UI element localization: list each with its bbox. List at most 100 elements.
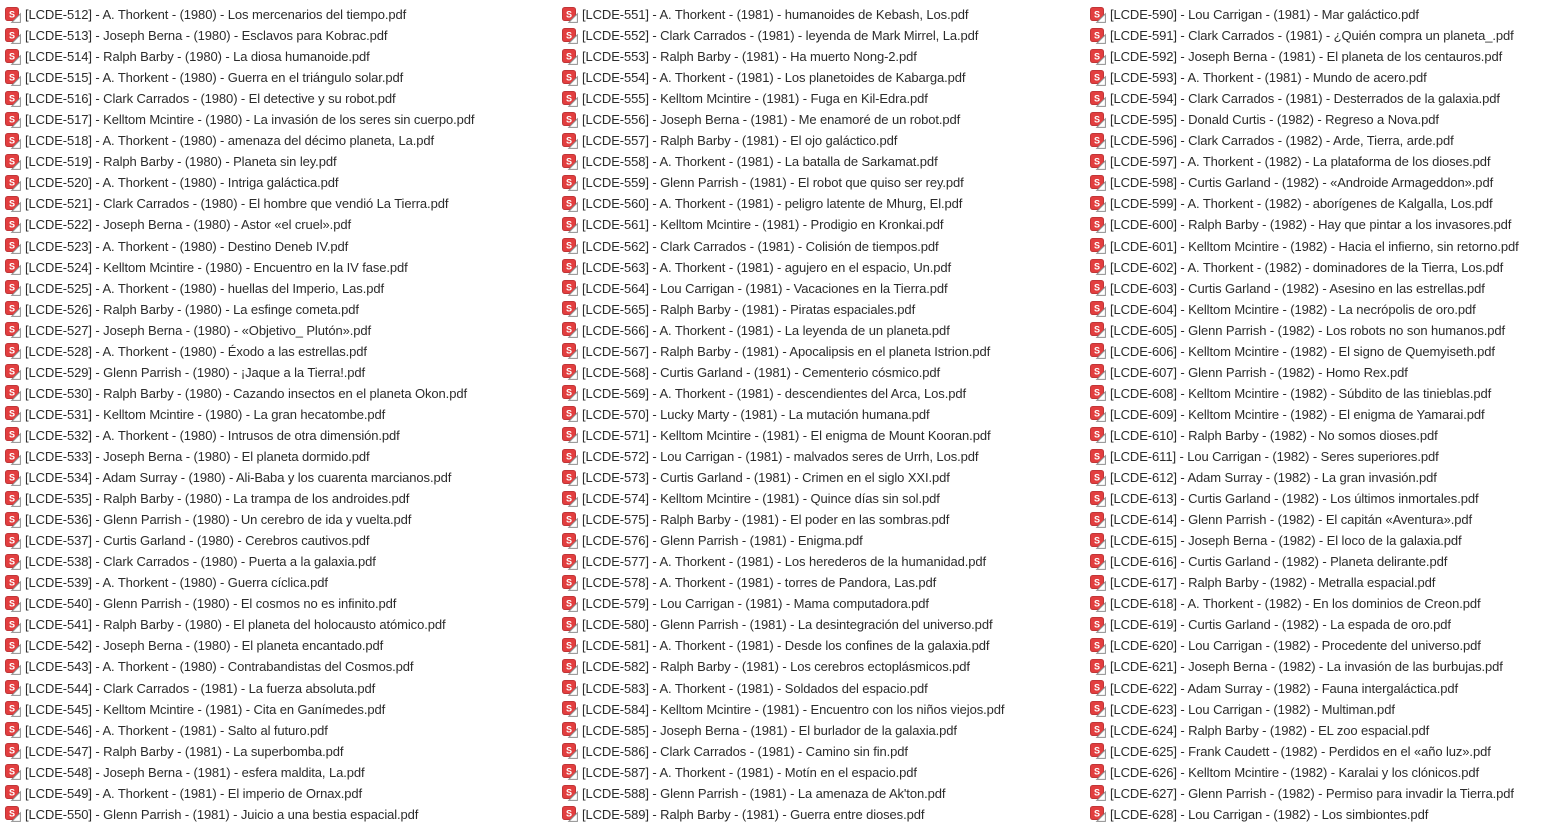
file-item[interactable]: S [LCDE-564] - Lou Carrigan - (1981) - V… — [562, 278, 1004, 299]
file-item[interactable]: S [LCDE-558] - A. Thorkent - (1981) - La… — [562, 151, 1004, 172]
file-item[interactable]: S [LCDE-566] - A. Thorkent - (1981) - La… — [562, 320, 1004, 341]
file-item[interactable]: S [LCDE-563] - A. Thorkent - (1981) - ag… — [562, 257, 1004, 278]
file-item[interactable]: S [LCDE-584] - Kelltom Mcintire - (1981)… — [562, 699, 1005, 720]
file-item[interactable]: S [LCDE-606] - Kelltom Mcintire - (1982)… — [1090, 341, 1519, 362]
file-item[interactable]: S [LCDE-618] - A. Thorkent - (1982) - En… — [1090, 593, 1519, 614]
file-item[interactable]: S [LCDE-526] - Ralph Barby - (1980) - La… — [5, 299, 474, 320]
file-item[interactable]: S [LCDE-565] - Ralph Barby - (1981) - Pi… — [562, 299, 1004, 320]
file-item[interactable]: S [LCDE-514] - Ralph Barby - (1980) - La… — [5, 46, 474, 67]
file-item[interactable]: S [LCDE-623] - Lou Carrigan - (1982) - M… — [1090, 699, 1519, 720]
file-item[interactable]: S [LCDE-535] - Ralph Barby - (1980) - La… — [5, 488, 474, 509]
file-item[interactable]: S [LCDE-557] - Ralph Barby - (1981) - El… — [562, 130, 1004, 151]
file-item[interactable]: S [LCDE-560] - A. Thorkent - (1981) - pe… — [562, 193, 1004, 214]
file-item[interactable]: S [LCDE-608] - Kelltom Mcintire - (1982)… — [1090, 383, 1519, 404]
file-item[interactable]: S [LCDE-550] - Glenn Parrish - (1981) - … — [5, 804, 474, 825]
file-item[interactable]: S [LCDE-512] - A. Thorkent - (1980) - Lo… — [5, 4, 474, 25]
file-item[interactable]: S [LCDE-597] - A. Thorkent - (1982) - La… — [1090, 151, 1519, 172]
file-item[interactable]: S [LCDE-559] - Glenn Parrish - (1981) - … — [562, 172, 1004, 193]
file-item[interactable]: S [LCDE-523] - A. Thorkent - (1980) - De… — [5, 236, 474, 257]
file-item[interactable]: S [LCDE-548] - Joseph Berna - (1981) - e… — [5, 762, 474, 783]
file-item[interactable]: S [LCDE-531] - Kelltom Mcintire - (1980)… — [5, 404, 474, 425]
file-item[interactable]: S [LCDE-555] - Kelltom Mcintire - (1981)… — [562, 88, 1004, 109]
file-item[interactable]: S [LCDE-593] - A. Thorkent - (1981) - Mu… — [1090, 67, 1519, 88]
file-item[interactable]: S [LCDE-627] - Glenn Parrish - (1982) - … — [1090, 783, 1519, 804]
file-item[interactable]: S [LCDE-544] - Clark Carrados - (1981) -… — [5, 678, 474, 699]
file-item[interactable]: S [LCDE-626] - Kelltom Mcintire - (1982)… — [1090, 762, 1519, 783]
file-item[interactable]: S [LCDE-554] - A. Thorkent - (1981) - Lo… — [562, 67, 1004, 88]
file-item[interactable]: S [LCDE-586] - Clark Carrados - (1981) -… — [562, 741, 1004, 762]
file-item[interactable]: S [LCDE-588] - Glenn Parrish - (1981) - … — [562, 783, 1004, 804]
file-item[interactable]: S [LCDE-587] - A. Thorkent - (1981) - Mo… — [562, 762, 1004, 783]
file-item[interactable]: S [LCDE-543] - A. Thorkent - (1980) - Co… — [5, 656, 474, 677]
file-item[interactable]: S [LCDE-546] - A. Thorkent - (1981) - Sa… — [5, 720, 474, 741]
file-item[interactable]: S [LCDE-607] - Glenn Parrish - (1982) - … — [1090, 362, 1519, 383]
file-item[interactable]: S [LCDE-533] - Joseph Berna - (1980) - E… — [5, 446, 474, 467]
file-item[interactable]: S [LCDE-528] - A. Thorkent - (1980) - Éx… — [5, 341, 474, 362]
file-item[interactable]: S [LCDE-545] - Kelltom Mcintire - (1981)… — [5, 699, 474, 720]
file-item[interactable]: S [LCDE-537] - Curtis Garland - (1980) -… — [5, 530, 474, 551]
file-item[interactable]: S [LCDE-525] - A. Thorkent - (1980) - hu… — [5, 278, 474, 299]
file-item[interactable]: S [LCDE-617] - Ralph Barby - (1982) - Me… — [1090, 572, 1519, 593]
file-item[interactable]: S [LCDE-549] - A. Thorkent - (1981) - El… — [5, 783, 474, 804]
file-item[interactable]: S [LCDE-547] - Ralph Barby - (1981) - La… — [5, 741, 474, 762]
file-item[interactable]: S [LCDE-610] - Ralph Barby - (1982) - No… — [1090, 425, 1519, 446]
file-item[interactable]: S [LCDE-539] - A. Thorkent - (1980) - Gu… — [5, 572, 474, 593]
file-item[interactable]: S [LCDE-527] - Joseph Berna - (1980) - «… — [5, 320, 474, 341]
file-item[interactable]: S [LCDE-530] - Ralph Barby - (1980) - Ca… — [5, 383, 474, 404]
file-item[interactable]: S [LCDE-576] - Glenn Parrish - (1981) - … — [562, 530, 1004, 551]
file-item[interactable]: S [LCDE-536] - Glenn Parrish - (1980) - … — [5, 509, 474, 530]
file-item[interactable]: S [LCDE-612] - Adam Surray - (1982) - La… — [1090, 467, 1519, 488]
file-item[interactable]: S [LCDE-567] - Ralph Barby - (1981) - Ap… — [562, 341, 1004, 362]
file-item[interactable]: S [LCDE-589] - Ralph Barby - (1981) - Gu… — [562, 804, 1004, 825]
file-item[interactable]: S [LCDE-603] - Curtis Garland - (1982) -… — [1090, 278, 1519, 299]
file-item[interactable]: S [LCDE-602] - A. Thorkent - (1982) - do… — [1090, 257, 1519, 278]
file-item[interactable]: S [LCDE-561] - Kelltom Mcintire - (1981)… — [562, 214, 1004, 235]
file-item[interactable]: S [LCDE-573] - Curtis Garland - (1981) -… — [562, 467, 1004, 488]
file-item[interactable]: S [LCDE-577] - A. Thorkent - (1981) - Lo… — [562, 551, 1004, 572]
file-item[interactable]: S [LCDE-581] - A. Thorkent - (1981) - De… — [562, 635, 1004, 656]
file-item[interactable]: S [LCDE-542] - Joseph Berna - (1980) - E… — [5, 635, 474, 656]
file-item[interactable]: S [LCDE-624] - Ralph Barby - (1982) - EL… — [1090, 720, 1519, 741]
file-item[interactable]: S [LCDE-613] - Curtis Garland - (1982) -… — [1090, 488, 1519, 509]
file-item[interactable]: S [LCDE-570] - Lucky Marty - (1981) - La… — [562, 404, 1004, 425]
file-item[interactable]: S [LCDE-621] - Joseph Berna - (1982) - L… — [1090, 656, 1519, 677]
file-item[interactable]: S [LCDE-604] - Kelltom Mcintire - (1982)… — [1090, 299, 1519, 320]
file-item[interactable]: S [LCDE-569] - A. Thorkent - (1981) - de… — [562, 383, 1004, 404]
file-item[interactable]: S [LCDE-562] - Clark Carrados - (1981) -… — [562, 236, 1004, 257]
file-item[interactable]: S [LCDE-522] - Joseph Berna - (1980) - A… — [5, 214, 474, 235]
file-item[interactable]: S [LCDE-568] - Curtis Garland - (1981) -… — [562, 362, 1004, 383]
file-item[interactable]: S [LCDE-600] - Ralph Barby - (1982) - Ha… — [1090, 214, 1519, 235]
file-item[interactable]: S [LCDE-622] - Adam Surray - (1982) - Fa… — [1090, 678, 1519, 699]
file-item[interactable]: S [LCDE-572] - Lou Carrigan - (1981) - m… — [562, 446, 1004, 467]
file-item[interactable]: S [LCDE-541] - Ralph Barby - (1980) - El… — [5, 614, 474, 635]
file-item[interactable]: S [LCDE-611] - Lou Carrigan - (1982) - S… — [1090, 446, 1519, 467]
file-item[interactable]: S [LCDE-616] - Curtis Garland - (1982) -… — [1090, 551, 1519, 572]
file-item[interactable]: S [LCDE-590] - Lou Carrigan - (1981) - M… — [1090, 4, 1519, 25]
file-item[interactable]: S [LCDE-614] - Glenn Parrish - (1982) - … — [1090, 509, 1519, 530]
file-item[interactable]: S [LCDE-521] - Clark Carrados - (1980) -… — [5, 193, 474, 214]
file-item[interactable]: S [LCDE-538] - Clark Carrados - (1980) -… — [5, 551, 474, 572]
file-item[interactable]: S [LCDE-605] - Glenn Parrish - (1982) - … — [1090, 320, 1519, 341]
file-item[interactable]: S [LCDE-519] - Ralph Barby - (1980) - Pl… — [5, 151, 474, 172]
file-item[interactable]: S [LCDE-594] - Clark Carrados - (1981) -… — [1090, 88, 1519, 109]
file-item[interactable]: S [LCDE-556] - Joseph Berna - (1981) - M… — [562, 109, 1004, 130]
file-item[interactable]: S [LCDE-532] - A. Thorkent - (1980) - In… — [5, 425, 474, 446]
file-item[interactable]: S [LCDE-540] - Glenn Parrish - (1980) - … — [5, 593, 474, 614]
file-item[interactable]: S [LCDE-529] - Glenn Parrish - (1980) - … — [5, 362, 474, 383]
file-item[interactable]: S [LCDE-517] - Kelltom Mcintire - (1980)… — [5, 109, 474, 130]
file-item[interactable]: S [LCDE-591] - Clark Carrados - (1981) -… — [1090, 25, 1519, 46]
file-item[interactable]: S [LCDE-585] - Joseph Berna - (1981) - E… — [562, 720, 1004, 741]
file-item[interactable]: S [LCDE-524] - Kelltom Mcintire - (1980)… — [5, 257, 474, 278]
file-item[interactable]: S [LCDE-595] - Donald Curtis - (1982) - … — [1090, 109, 1519, 130]
file-item[interactable]: S [LCDE-513] - Joseph Berna - (1980) - E… — [5, 25, 474, 46]
file-item[interactable]: S [LCDE-515] - A. Thorkent - (1980) - Gu… — [5, 67, 474, 88]
file-item[interactable]: S [LCDE-615] - Joseph Berna - (1982) - E… — [1090, 530, 1519, 551]
file-item[interactable]: S [LCDE-625] - Frank Caudett - (1982) - … — [1090, 741, 1519, 762]
file-item[interactable]: S [LCDE-553] - Ralph Barby - (1981) - Ha… — [562, 46, 1004, 67]
file-item[interactable]: S [LCDE-592] - Joseph Berna - (1981) - E… — [1090, 46, 1519, 67]
file-item[interactable]: S [LCDE-580] - Glenn Parrish - (1981) - … — [562, 614, 1004, 635]
file-item[interactable]: S [LCDE-579] - Lou Carrigan - (1981) - M… — [562, 593, 1004, 614]
file-item[interactable]: S [LCDE-599] - A. Thorkent - (1982) - ab… — [1090, 193, 1519, 214]
file-item[interactable]: S [LCDE-601] - Kelltom Mcintire - (1982)… — [1090, 236, 1519, 257]
file-item[interactable]: S [LCDE-516] - Clark Carrados - (1980) -… — [5, 88, 474, 109]
